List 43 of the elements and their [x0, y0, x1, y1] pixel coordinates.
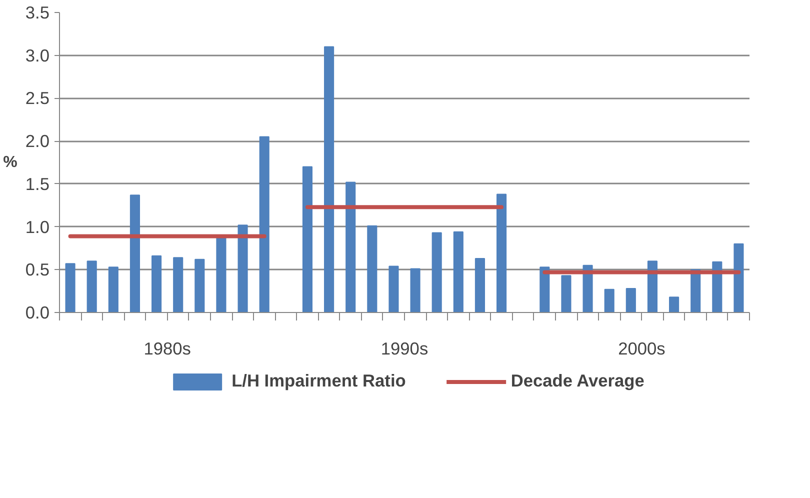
bar	[388, 266, 399, 312]
bar	[86, 260, 97, 312]
y-tick-label: 3.0	[25, 45, 50, 66]
bar	[432, 232, 442, 312]
text: 1990s	[380, 338, 428, 358]
bar	[582, 264, 593, 312]
bar	[734, 243, 744, 312]
y-tick-label: 2.0	[25, 131, 50, 152]
bar	[604, 288, 614, 312]
bar	[152, 255, 162, 312]
bar	[410, 268, 420, 312]
text: 1980s	[144, 338, 192, 358]
bar	[367, 225, 378, 312]
legend-label: L/H Impairment Ratio	[232, 370, 406, 392]
bar	[647, 260, 658, 312]
bar	[626, 288, 636, 312]
text: 2000s	[618, 338, 666, 358]
y-tick-label: 2.5	[25, 88, 50, 108]
bar	[540, 266, 550, 312]
bar	[302, 166, 312, 312]
y-tick-label: 1.0	[25, 216, 50, 237]
bar	[238, 224, 248, 312]
bar	[216, 237, 226, 312]
bar	[346, 182, 356, 312]
bar	[324, 46, 334, 312]
legend-label: Decade Average	[510, 370, 644, 392]
bar	[108, 266, 118, 312]
y-tick-label: 1.5	[25, 174, 50, 194]
bar	[259, 136, 270, 312]
y-tick-label: 0.0	[25, 302, 50, 322]
bar	[712, 261, 722, 312]
bar	[130, 194, 140, 312]
bar	[194, 258, 205, 312]
bar	[453, 231, 464, 312]
bar	[474, 258, 485, 312]
bar	[65, 263, 76, 312]
bar	[669, 296, 680, 312]
bar	[496, 194, 507, 312]
y-tick-label: 3.5	[25, 2, 50, 22]
y-tick-label: 0.5	[25, 260, 50, 280]
bar	[173, 257, 184, 312]
y-axis-title: %	[3, 154, 18, 171]
bar	[561, 275, 572, 312]
